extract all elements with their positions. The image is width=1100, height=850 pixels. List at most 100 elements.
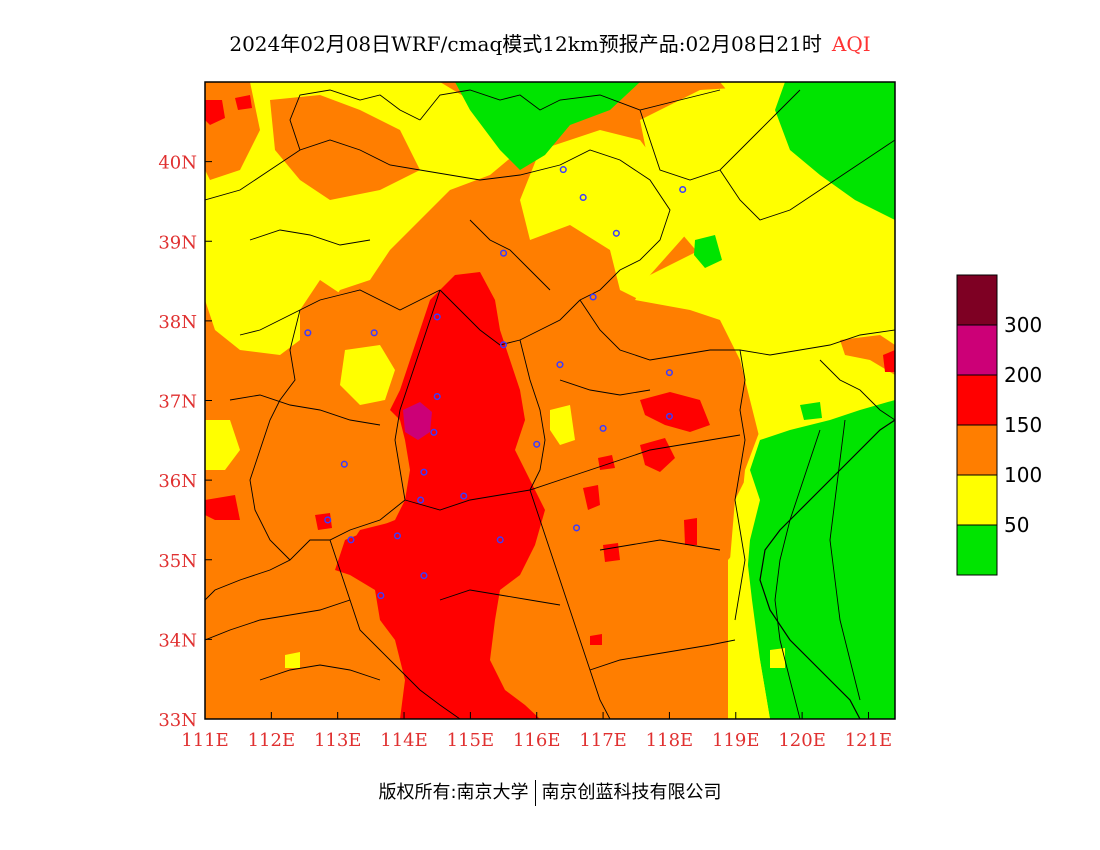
footer-left: 版权所有:南京大学 [378, 782, 529, 803]
x-tick-label: 114E [380, 730, 428, 751]
aqi-legend: 300 200 150 100 50 [956, 274, 1042, 576]
field-red-east-1 [640, 392, 710, 432]
boundary-line [329, 539, 461, 719]
boundary-line [829, 419, 861, 701]
station-marker [417, 496, 425, 504]
station-marker [304, 329, 312, 337]
x-tick-label: 115E [447, 730, 495, 751]
field-orange-nw-patch [270, 95, 420, 200]
legend-label: 300 [1004, 313, 1042, 337]
boundary-line [439, 289, 581, 346]
aqi-field [205, 82, 895, 719]
boundary-line [599, 539, 721, 551]
station-marker [559, 166, 567, 174]
field-red-nw-2 [235, 95, 252, 110]
field-yellow-shandong-spot [550, 405, 575, 445]
boundary-line [719, 139, 895, 221]
footer-right: 南京创蓝科技有限公司 [541, 782, 722, 803]
field-orange-shandong-tip [840, 335, 895, 375]
boundaries [205, 89, 895, 719]
station-marker [589, 293, 597, 301]
y-tick-label: 40N [158, 153, 197, 174]
boundary-line [589, 639, 736, 671]
title-text: 2024年02月08日WRF/cmaq模式12km预报产品:02月08日21时 [229, 32, 822, 56]
station-marker [377, 592, 385, 600]
figure-title: 2024年02月08日WRF/cmaq模式12km预报产品:02月08日21时 A… [0, 28, 1100, 57]
field-green-north [455, 82, 640, 170]
boundary-line [404, 434, 741, 511]
station-marker [433, 313, 441, 321]
y-tick-label: 39N [158, 232, 197, 253]
field-red-east-2 [640, 438, 675, 472]
coastline [759, 419, 895, 719]
boundary-line [529, 489, 611, 719]
x-tick-label: 112E [248, 730, 296, 751]
y-tick-label: 35N [158, 551, 197, 572]
boundary-line [774, 429, 821, 719]
y-tick-label: 36N [158, 471, 197, 492]
legend-swatch [956, 374, 998, 426]
station-marker [665, 369, 673, 377]
legend-label: 200 [1004, 363, 1042, 387]
station-marker [579, 193, 587, 202]
boundary-line [229, 394, 381, 426]
field-red-west [205, 495, 240, 520]
boundary-line [439, 589, 561, 606]
field-orange-nw-spot [300, 280, 350, 340]
field-red-shandong-tip [883, 350, 895, 372]
field-green-patch-2 [800, 402, 822, 420]
station-marker [340, 460, 348, 468]
station-marker [679, 185, 687, 194]
field-red-east-6 [684, 518, 697, 545]
x-tick-label: 118E [646, 730, 694, 751]
station-marker [460, 492, 468, 500]
field-red-east-5 [603, 543, 620, 562]
boundary-line [559, 149, 671, 301]
station-marker [393, 532, 401, 540]
legend-swatch [956, 474, 998, 526]
legend-label: 150 [1004, 413, 1042, 437]
x-tick-label: 111E [181, 730, 229, 751]
boundary-line [469, 219, 551, 291]
legend-label: 100 [1004, 463, 1042, 487]
legend-swatch [956, 274, 998, 326]
boundary-line [579, 299, 895, 361]
station-marker [665, 412, 673, 420]
station-marker [599, 424, 607, 432]
field-yellow-coast-spot [770, 648, 785, 668]
y-tick-label: 33N [158, 710, 197, 731]
station-marker [612, 229, 620, 237]
legend-swatch [956, 324, 998, 376]
boundary-line [819, 359, 895, 421]
footer-separator [534, 780, 536, 806]
station-marker [500, 341, 508, 349]
boundary-line [259, 664, 381, 681]
y-tick-label: 34N [158, 630, 197, 651]
station-marker [533, 440, 541, 448]
x-tick-label: 117E [579, 730, 627, 751]
boundary-line [394, 289, 441, 501]
x-tick-label: 119E [712, 730, 760, 751]
field-yellow-taiyuan [340, 345, 395, 405]
x-tick-label: 120E [778, 730, 826, 751]
station-marker [572, 524, 581, 532]
boundary-line [205, 599, 351, 641]
field-yellow-west [205, 420, 240, 470]
x-tick-label: 113E [314, 730, 362, 751]
field-red-plume [335, 272, 545, 719]
boundary-line [239, 289, 441, 336]
boundary-line [559, 379, 651, 396]
field-red-plume-west [340, 520, 400, 565]
station-marker [420, 468, 428, 476]
field-red-east-3 [583, 485, 600, 510]
title-product: AQI [831, 32, 871, 56]
x-tick-label: 116E [513, 730, 561, 751]
station-marker [370, 329, 378, 337]
station-marker [420, 572, 428, 580]
boundary-line [249, 229, 371, 246]
y-tick-label: 38N [158, 312, 197, 333]
map-axes: 111E 112E 113E 114E 115E 116E 117E 118E 119E 120E… [158, 153, 892, 751]
boundary-line [205, 499, 406, 601]
boundary-line [205, 139, 561, 201]
